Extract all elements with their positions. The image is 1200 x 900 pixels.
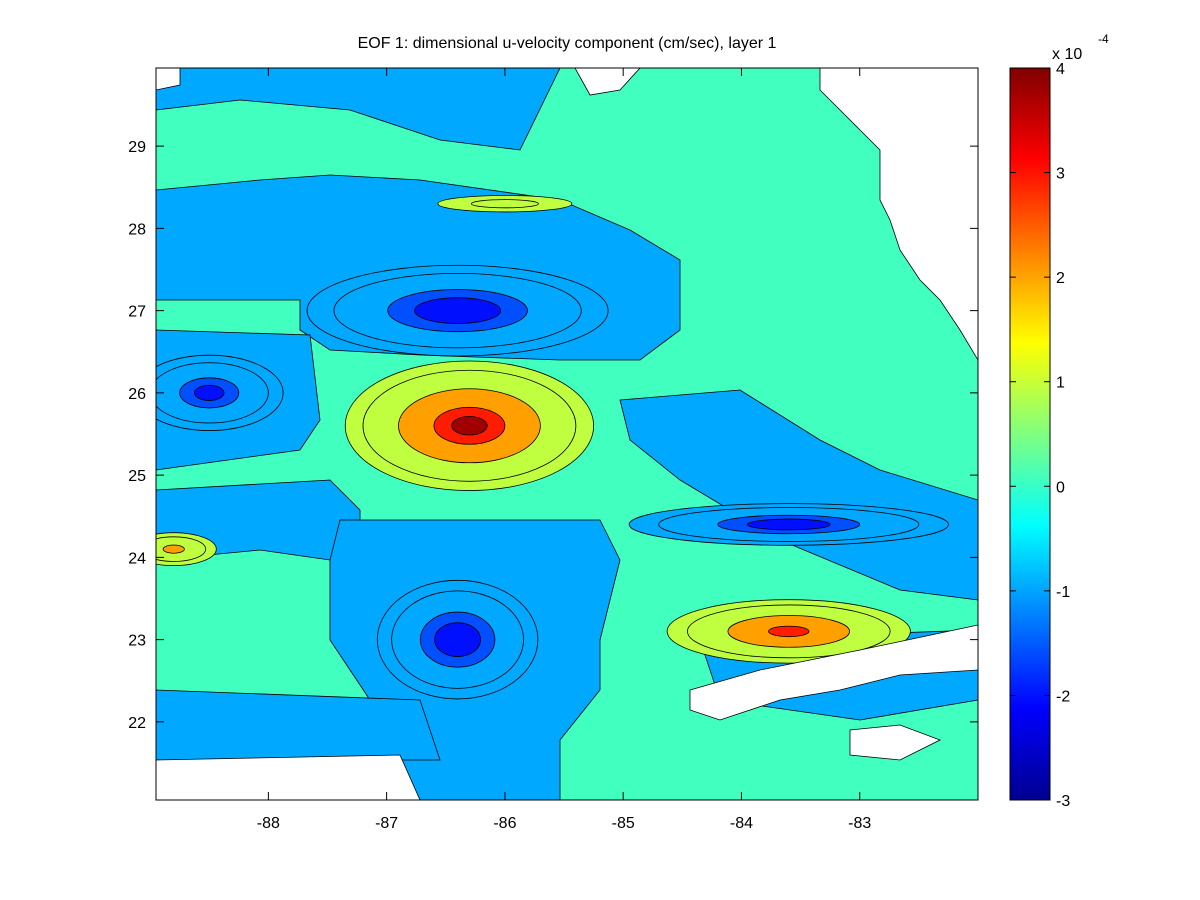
colorbar-tick-label: 0 xyxy=(1056,479,1065,496)
y-tick-label: 27 xyxy=(128,304,146,321)
land-florida xyxy=(819,68,978,361)
x-tick-label: -84 xyxy=(730,815,753,832)
land-cuba xyxy=(689,624,978,721)
colorbar-tick-label: 1 xyxy=(1056,375,1065,392)
colorbar-exponent-label: x 10 xyxy=(1052,46,1082,63)
y-tick-label: 24 xyxy=(128,550,146,567)
eddy-positive-west-edge xyxy=(156,532,217,566)
chart-title: EOF 1: dimensional u-velocity component … xyxy=(357,35,777,52)
eddy-negative-north xyxy=(306,264,609,357)
land-yucatan xyxy=(156,754,421,800)
x-tick-label: -86 xyxy=(493,815,516,832)
y-tick-label: 29 xyxy=(128,139,146,156)
band-negative-northwest xyxy=(156,68,561,151)
x-tick-label: -87 xyxy=(375,815,398,832)
x-tick-label: -85 xyxy=(612,815,635,832)
y-tick-label: 25 xyxy=(128,468,146,485)
eddy-negative-west xyxy=(156,354,284,431)
colorbar-tick-label: -3 xyxy=(1056,793,1070,810)
band-negative-southwest-coast xyxy=(156,689,441,761)
plot-frame xyxy=(155,67,979,801)
colorbar-gradient xyxy=(1010,68,1050,800)
colorbar-tick-label: 2 xyxy=(1056,270,1065,287)
eddy-positive-southeast xyxy=(666,599,911,664)
x-tick-label: -88 xyxy=(257,815,280,832)
y-tick-label: 22 xyxy=(128,715,146,732)
land-northwest-corner xyxy=(156,68,181,91)
eddy-positive-center xyxy=(344,360,595,491)
colorbar-tick-label: 3 xyxy=(1056,166,1065,183)
colorbar-tick-label: 4 xyxy=(1056,61,1065,78)
land-north-coast xyxy=(574,68,641,96)
band-negative-east xyxy=(619,389,978,601)
eddy-negative-south xyxy=(376,579,539,700)
colorbar-exponent: -4 xyxy=(1098,32,1109,46)
colorbar-tick-label: -1 xyxy=(1056,584,1070,601)
y-tick-label: 26 xyxy=(128,386,146,403)
colorbar-frame xyxy=(1009,67,1051,801)
x-tick-label: -83 xyxy=(848,815,871,832)
y-tick-label: 23 xyxy=(128,633,146,650)
land-cuba-west xyxy=(849,724,941,761)
band-negative-east xyxy=(628,503,949,546)
band-positive-north xyxy=(437,195,573,213)
y-tick-label: 28 xyxy=(128,221,146,238)
colorbar-tick-label: -2 xyxy=(1056,688,1070,705)
